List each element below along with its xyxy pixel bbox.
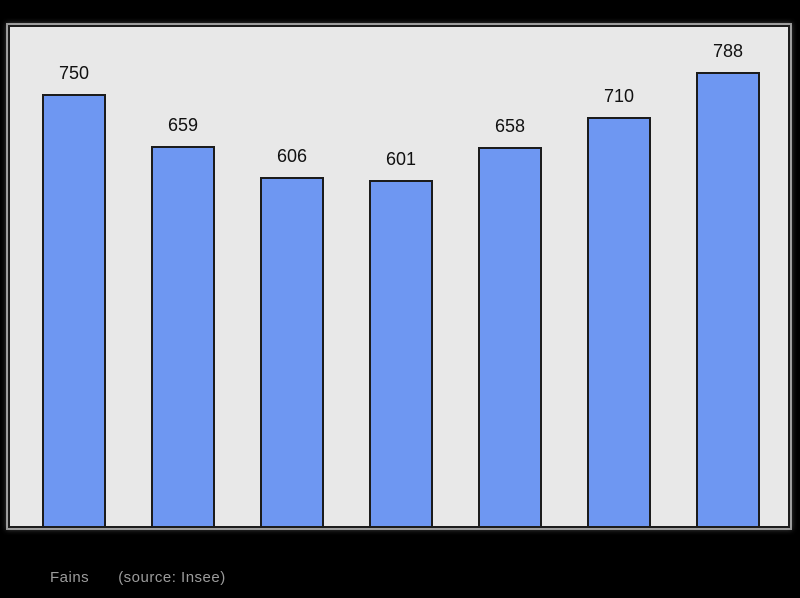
bar-value-label: 750 — [58, 63, 90, 83]
bar — [478, 147, 542, 526]
bar-value-label: 601 — [385, 149, 417, 169]
chart-panel: 750 659 606 601 658 710 788 — [8, 25, 790, 528]
bar-value-label: 710 — [603, 86, 635, 106]
chart-caption: Fains (source: Insee) — [50, 569, 226, 586]
bar — [587, 117, 651, 526]
bar — [369, 180, 433, 526]
chart-title: Fains — [50, 569, 90, 586]
chart-source-note: (source: Insee) — [118, 569, 226, 586]
bar-chart-plot-area: 750 659 606 601 658 710 788 — [10, 27, 788, 526]
bar — [696, 72, 760, 526]
bar — [151, 146, 215, 526]
bar-value-label: 788 — [712, 41, 744, 61]
bar — [42, 94, 106, 526]
bar-value-label: 659 — [167, 115, 199, 135]
bar-value-label: 658 — [494, 116, 526, 136]
bar — [260, 177, 324, 526]
bar-value-label: 606 — [276, 146, 308, 166]
